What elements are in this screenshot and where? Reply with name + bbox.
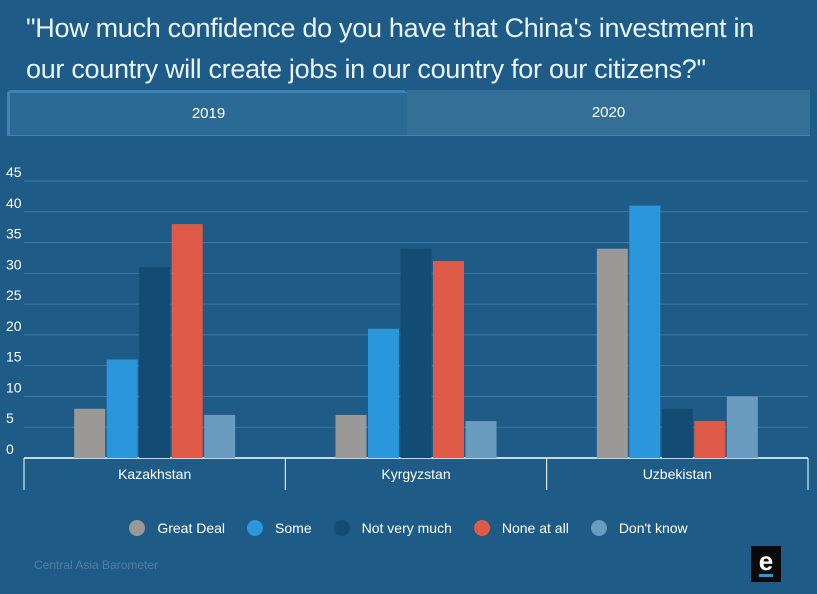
logo-letter: e (758, 546, 774, 576)
legend-label: Not very much (361, 520, 452, 536)
source-credit: Central Asia Barometer (34, 558, 159, 572)
legend-dot-not-very-much (333, 520, 350, 536)
y-tick-label: 25 (6, 287, 22, 303)
bar (74, 408, 106, 458)
x-tick-label: Kazakhstan (118, 466, 191, 482)
tabs-divider (7, 135, 810, 136)
year-tabs: 2019 2020 (7, 90, 810, 136)
legend-label: Don't know (618, 520, 688, 536)
bar (661, 408, 693, 458)
x-tick-label: Uzbekistan (643, 466, 712, 482)
y-tick-label: 35 (6, 226, 22, 242)
y-tick-label: 45 (6, 164, 22, 180)
legend-item-great-deal[interactable]: Great Deal (129, 520, 225, 536)
legend-dot-dont-know (590, 520, 607, 536)
bar (335, 414, 367, 458)
chart-title: "How much confidence do you have that Ch… (26, 13, 754, 84)
y-tick-label: 40 (6, 195, 22, 211)
bar (465, 421, 497, 458)
publisher-logo[interactable]: e (751, 546, 781, 582)
bar (629, 205, 661, 458)
legend-item-not-very-much[interactable]: Not very much (333, 520, 452, 536)
legend: Great Deal Some Not very much None at al… (0, 516, 817, 540)
tab-2019[interactable]: 2019 (7, 90, 407, 136)
legend-dot-none-at-all (473, 520, 490, 536)
bar (400, 248, 432, 458)
y-tick-label: 0 (6, 441, 14, 457)
bar (726, 396, 758, 458)
legend-label: Some (275, 520, 312, 536)
bar (106, 359, 138, 458)
y-tick-label: 5 (6, 410, 14, 426)
legend-item-some[interactable]: Some (247, 520, 312, 536)
tab-2020[interactable]: 2020 (407, 90, 810, 136)
bar (368, 328, 399, 458)
bar (596, 248, 628, 458)
legend-dot-some (247, 520, 264, 536)
bar (694, 421, 726, 458)
y-tick-label: 15 (6, 349, 22, 365)
y-tick-label: 10 (6, 379, 22, 395)
legend-label: Great Deal (157, 520, 226, 536)
bar (171, 224, 203, 458)
legend-item-dont-know[interactable]: Don't know (590, 520, 688, 536)
legend-label: None at all (501, 520, 569, 536)
bar (433, 261, 464, 458)
logo-bar (759, 574, 773, 577)
bar (139, 267, 171, 458)
y-tick-label: 30 (6, 256, 22, 272)
bar (204, 414, 236, 458)
legend-item-none-at-all[interactable]: None at all (473, 520, 569, 536)
legend-dot-great-deal (129, 520, 146, 536)
y-tick-label: 20 (6, 318, 22, 334)
x-tick-label: Kyrgyzstan (381, 466, 450, 482)
